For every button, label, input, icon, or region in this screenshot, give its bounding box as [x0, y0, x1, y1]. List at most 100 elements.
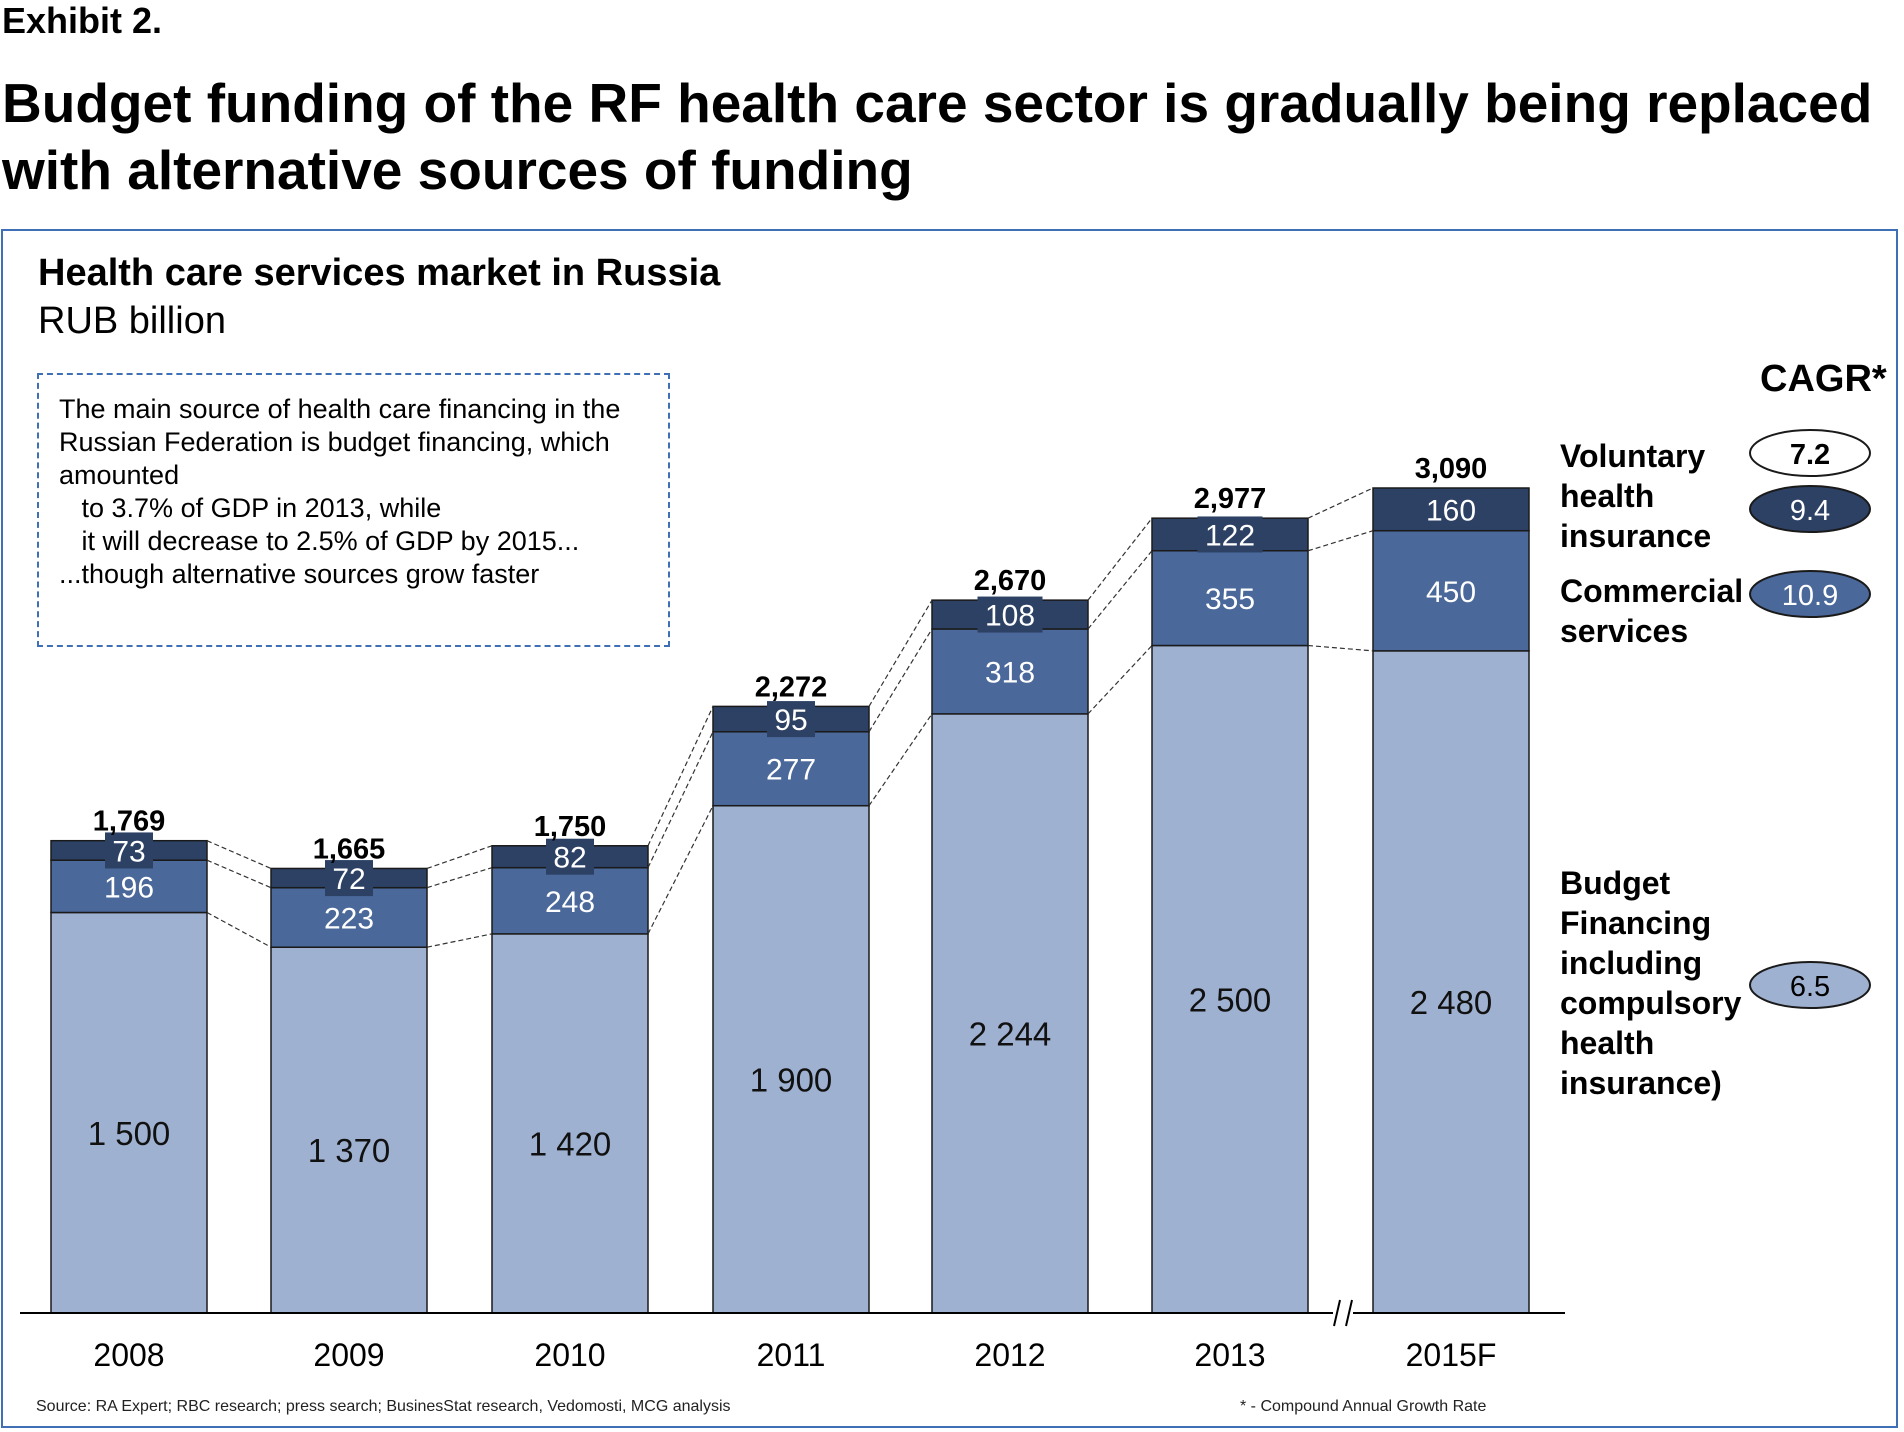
data-label-voluntary-bg	[767, 701, 815, 738]
total-label: 2,670	[974, 565, 1047, 597]
data-label-budget: 1 370	[308, 1132, 391, 1169]
data-label-budget: 1 420	[529, 1125, 612, 1162]
data-label-voluntary: 72	[332, 863, 365, 896]
axis-break-mark	[1345, 1299, 1353, 1327]
chart-frame	[1, 229, 1898, 1428]
data-label-budget: 2 480	[1410, 984, 1493, 1021]
dashed-connector	[1087, 517, 1153, 601]
bar-segment-budget	[931, 713, 1089, 1314]
dashed-connector	[1307, 644, 1374, 652]
cagr-value: 9.4	[1790, 495, 1830, 527]
dashed-connector	[647, 805, 714, 935]
data-label-voluntary: 122	[1205, 519, 1255, 552]
dashed-connector	[1307, 487, 1374, 519]
dashed-connector	[426, 933, 493, 948]
data-label-voluntary: 108	[985, 600, 1035, 633]
total-label: 3,090	[1415, 453, 1488, 485]
chart-subtitle: RUB billion	[38, 300, 226, 342]
dashed-connector	[426, 845, 493, 870]
cagr-value: 6.5	[1790, 971, 1830, 1003]
bar-segment-budget	[491, 933, 649, 1314]
cagr-heading: CAGR*	[1760, 358, 1887, 400]
data-label-budget: 1 500	[88, 1115, 171, 1152]
x-tick-label: 2011	[757, 1337, 826, 1373]
callout-box: The main source of health care financing…	[37, 373, 670, 647]
total-label: 2,272	[755, 671, 828, 703]
legend-voluntary: Voluntary health insurance	[1560, 438, 1712, 554]
data-label-commercial: 223	[324, 902, 374, 935]
bar-segment-commercial	[1151, 549, 1309, 647]
callout-line: to 3.7% of GDP in 2013, while	[59, 493, 442, 523]
x-tick-label: 2009	[313, 1337, 384, 1373]
data-label-voluntary-bg	[977, 596, 1043, 633]
callout-line: ...though alternative sources grow faste…	[59, 559, 540, 589]
cagr-value: 7.2	[1790, 439, 1830, 471]
bar-segment-budget	[1151, 644, 1309, 1314]
dashed-connector	[1307, 530, 1374, 552]
callout-line: amounted	[59, 460, 180, 490]
data-label-commercial: 248	[545, 886, 595, 919]
data-label-voluntary: 160	[1426, 494, 1476, 527]
x-tick-label: 2012	[974, 1337, 1045, 1373]
chart-title: Health care services market in Russia	[38, 252, 721, 294]
data-label-voluntary-bg	[105, 832, 153, 869]
cagr-ellipse	[1749, 570, 1871, 618]
total-label: 2,977	[1194, 483, 1267, 515]
dashed-connector	[868, 599, 933, 707]
dashed-connector	[426, 867, 493, 889]
cagr-ellipse	[1749, 961, 1871, 1009]
legend-commercial: Commercial services	[1560, 573, 1744, 649]
bar-segment-budget	[270, 946, 428, 1314]
dashed-connector	[868, 713, 933, 807]
cagr-ellipse	[1749, 485, 1871, 533]
x-tick-label: 2008	[93, 1337, 164, 1373]
bar-segment-budget	[50, 911, 208, 1314]
bar-segment-commercial	[1372, 529, 1530, 652]
data-label-voluntary-bg	[1418, 491, 1484, 528]
data-label-voluntary: 95	[774, 704, 807, 737]
data-label-budget: 2 244	[969, 1015, 1052, 1052]
footnote: * - Compound Annual Growth Rate	[1240, 1398, 1487, 1415]
legend-budget: Budget Financing including compulsory he…	[1560, 865, 1742, 1101]
callout-line: Russian Federation is budget financing, …	[59, 427, 610, 457]
data-label-voluntary: 82	[553, 842, 586, 875]
total-label: 1,665	[313, 833, 386, 865]
total-label: 1,769	[93, 806, 166, 838]
dashed-connector	[206, 859, 272, 889]
cagr-value: 10.9	[1782, 580, 1838, 612]
bar-segment-commercial	[270, 886, 428, 948]
exhibit-label: Exhibit 2.	[2, 0, 163, 41]
data-label-commercial: 355	[1205, 583, 1255, 616]
dashed-connector	[206, 840, 272, 870]
x-tick-label: 2015F	[1406, 1337, 1497, 1373]
data-label-commercial: 196	[104, 871, 154, 904]
x-tick-label: 2010	[534, 1337, 605, 1373]
data-label-voluntary-bg	[1197, 516, 1263, 553]
dashed-connector	[647, 706, 714, 847]
callout-line: The main source of health care financing…	[59, 394, 621, 424]
dashed-connector	[647, 731, 714, 868]
bar-segment-budget	[712, 804, 870, 1314]
x-tick-label: 2013	[1194, 1337, 1265, 1373]
cagr-ellipse	[1749, 429, 1871, 477]
page-headline: Budget funding of the RF health care sec…	[2, 72, 1873, 201]
dashed-connector	[1087, 645, 1153, 715]
data-label-commercial: 318	[985, 656, 1035, 689]
data-label-budget: 1 900	[750, 1061, 833, 1098]
callout-line: it will decrease to 2.5% of GDP by 2015.…	[59, 526, 580, 556]
data-label-budget: 2 500	[1189, 981, 1272, 1018]
bar-segment-commercial	[931, 628, 1089, 715]
total-label: 1,750	[534, 811, 607, 843]
axis-break-gap	[1333, 1309, 1353, 1317]
data-label-voluntary-bg	[546, 838, 594, 875]
data-label-voluntary-bg	[325, 860, 373, 897]
axis-break-mark	[1333, 1299, 1341, 1327]
dashed-connector	[868, 628, 933, 733]
bar-segment-budget	[1372, 650, 1530, 1314]
data-label-voluntary: 73	[112, 835, 145, 868]
data-label-commercial: 450	[1426, 576, 1476, 609]
dashed-connector	[1087, 550, 1153, 630]
data-label-commercial: 277	[766, 754, 816, 787]
bar-segment-commercial	[491, 866, 649, 935]
